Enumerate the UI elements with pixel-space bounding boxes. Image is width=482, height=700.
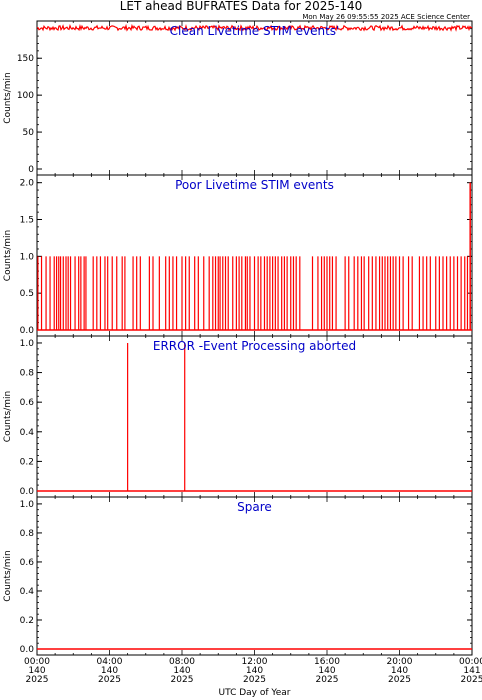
xtick-label-time: 04:00 [97,657,123,667]
panel-4-ytick-label: 0.8 [20,529,35,539]
panel-2-ytick-label: 0.0 [20,326,35,336]
panel-4-title: Spare [237,500,272,514]
x-axis-label: UTC Day of Year [219,688,291,698]
panel-2-ylabel: Counts/min [3,230,13,281]
panel-3-frame [36,335,473,498]
xtick-label-doy: 140 [391,666,408,676]
xtick-label-time: 20:00 [387,657,413,667]
xtick-label-time: 16:00 [314,657,340,667]
panel-3-ylabel: Counts/min [3,391,13,442]
panel-2-ytick-label: 0.5 [20,289,34,299]
panel-1-ylabel: Counts/min [3,72,13,123]
panel-1-ytick-label: 50 [23,128,35,138]
panel-4-ylabel: Counts/min [3,550,13,601]
xtick-label-year: 2025 [461,675,482,685]
page-subtitle: Mon May 26 09:55:55 2025 ACE Science Cen… [302,13,470,21]
xtick-label-doy: 140 [101,666,118,676]
panel-3-ytick-label: 0.2 [20,457,34,467]
panel-1-title: Clean Livetime STIM events' [170,24,340,38]
xtick-label-doy: 140 [318,666,335,676]
page-title: LET ahead BUFRATES Data for 2025-140 [119,0,363,13]
panel-4-frame [36,496,473,656]
xtick-label-doy: 140 [246,666,263,676]
panel-4-ytick-label: 1.0 [20,500,35,510]
panel-2-ytick-label: 1.5 [20,216,34,226]
panel-1-series-line [36,23,473,32]
panel-3-ytick-label: 0.4 [20,428,35,438]
panel-4-ytick-label: 0.2 [20,616,34,626]
panel-1-ytick-label: 150 [17,54,34,64]
xtick-label-time: 00:00 [24,657,50,667]
panel-3-title: ERROR -Event Processing aborted [153,339,356,353]
xtick-label-time: 08:00 [169,657,195,667]
xtick-label-year: 2025 [98,675,121,685]
panel-4-ytick-label: 0.6 [20,558,35,568]
panel-2-ytick-label: 1.0 [20,252,35,262]
panel-3-ytick-label: 0.8 [20,369,35,379]
xtick-label-doy: 140 [173,666,190,676]
panel-1-frame [36,20,473,176]
panel-1-ytick-label: 100 [17,91,34,101]
xtick-label-year: 2025 [243,675,266,685]
panel-3-ytick-label: 0.0 [20,487,35,497]
panel-2-title: Poor Livetime STIM events [175,178,334,192]
panel-2-ytick-label: 2.0 [20,179,35,189]
xtick-label-doy: 140 [28,666,45,676]
panel-3-ytick-label: 0.6 [20,398,35,408]
xtick-label-year: 2025 [171,675,194,685]
panel-1-ytick-label: 0 [28,165,34,175]
xtick-label-time: 00:00 [459,657,482,667]
xtick-label-year: 2025 [26,675,49,685]
panel-4-ytick-label: 0.4 [20,587,35,597]
xtick-label-year: 2025 [316,675,339,685]
xtick-label-time: 12:00 [242,657,268,667]
panel-3-ytick-label: 1.0 [20,339,35,349]
xtick-label-doy: 141 [463,666,480,676]
panel-4-ytick-label: 0.0 [20,645,35,655]
xtick-label-year: 2025 [388,675,411,685]
